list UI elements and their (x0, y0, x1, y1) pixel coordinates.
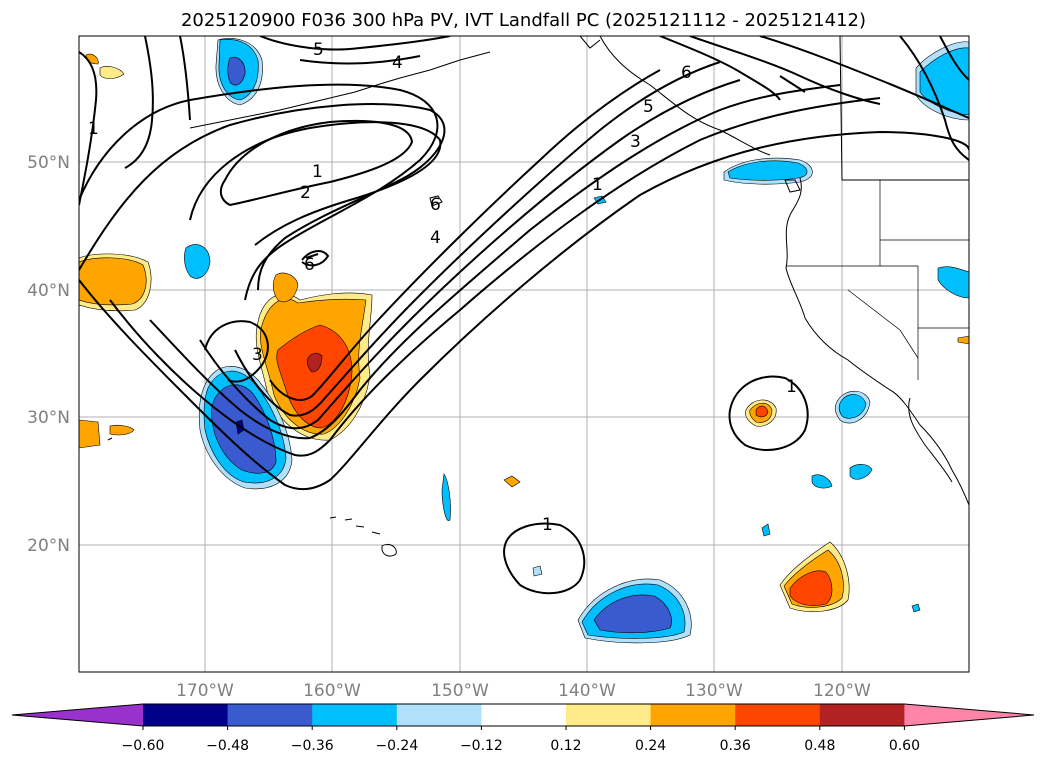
contour-label: 1 (592, 175, 603, 195)
map-title: 2025120900 F036 300 hPa PV, IVT Landfall… (180, 10, 867, 31)
pv-shading (79, 38, 969, 644)
lat-label: 50°N (27, 153, 70, 173)
colorbar-tick-label: −0.60 (122, 738, 165, 754)
colorbar-tick-label: 0.48 (804, 738, 835, 754)
colorbar-segment (650, 704, 736, 726)
colorbar-segment (481, 704, 567, 726)
contour-label: 5 (313, 40, 324, 60)
longitude-labels: 170°W 160°W 150°W 140°W 130°W 120°W (176, 681, 871, 701)
colorbar-tick-label: 0.24 (635, 738, 666, 754)
lat-label: 30°N (27, 408, 70, 428)
contour-label: 2 (300, 183, 311, 203)
contour-label: 1 (312, 162, 323, 182)
colorbar-segment (735, 704, 821, 726)
map-panel: 1 2 3 4 5 6 6 1 1 1 3 4 5 6 1 (79, 36, 969, 672)
lon-label: 150°W (431, 681, 489, 701)
pv-contours (79, 36, 969, 595)
colorbar-tick-label: −0.48 (206, 738, 249, 754)
contour-label: 1 (542, 515, 553, 535)
colorbar-tick-label: −0.12 (460, 738, 503, 754)
colorbar-extend-max (904, 704, 1034, 726)
contour-label: 3 (252, 345, 263, 365)
colorbar-extend-min (12, 704, 143, 726)
coastlines (107, 36, 969, 557)
colorbar-tick-label: 0.60 (889, 738, 920, 754)
lon-label: 170°W (176, 681, 234, 701)
contour-label: 6 (681, 63, 692, 83)
colorbar-segment (227, 704, 313, 726)
contour-label: 6 (304, 255, 315, 275)
lat-label: 20°N (27, 536, 70, 556)
colorbar-segment (396, 704, 482, 726)
contour-label: 4 (430, 228, 441, 248)
latitude-labels: 50°N 40°N 30°N 20°N (27, 153, 70, 556)
colorbar-segment (566, 704, 652, 726)
colorbar: −0.60 −0.48 −0.36 −0.24 −0.12 0.12 0.24 0.36 0.4… (11, 703, 1035, 754)
colorbar-segment (819, 704, 905, 726)
colorbar-tick-label: 0.12 (550, 738, 581, 754)
lon-label: 140°W (558, 681, 616, 701)
contour-label: 5 (643, 97, 654, 117)
lon-label: 160°W (303, 681, 361, 701)
lon-label: 130°W (685, 681, 743, 701)
colorbar-segment (143, 704, 229, 726)
colorbar-segment (312, 704, 398, 726)
contour-label: 3 (630, 132, 641, 152)
contour-label: 1 (786, 377, 797, 397)
contour-label: 6 (430, 195, 441, 215)
lon-label: 120°W (813, 681, 871, 701)
colorbar-tick-label: −0.24 (375, 738, 418, 754)
colorbar-tick-label: −0.36 (291, 738, 334, 754)
colorbar-tick-label: 0.36 (720, 738, 751, 754)
contour-label: 4 (392, 53, 403, 73)
map-border (78, 35, 970, 673)
contour-labels: 1 2 3 4 5 6 6 1 1 1 3 4 5 6 1 (88, 40, 797, 535)
lat-label: 40°N (27, 281, 70, 301)
contour-label: 1 (88, 119, 99, 139)
